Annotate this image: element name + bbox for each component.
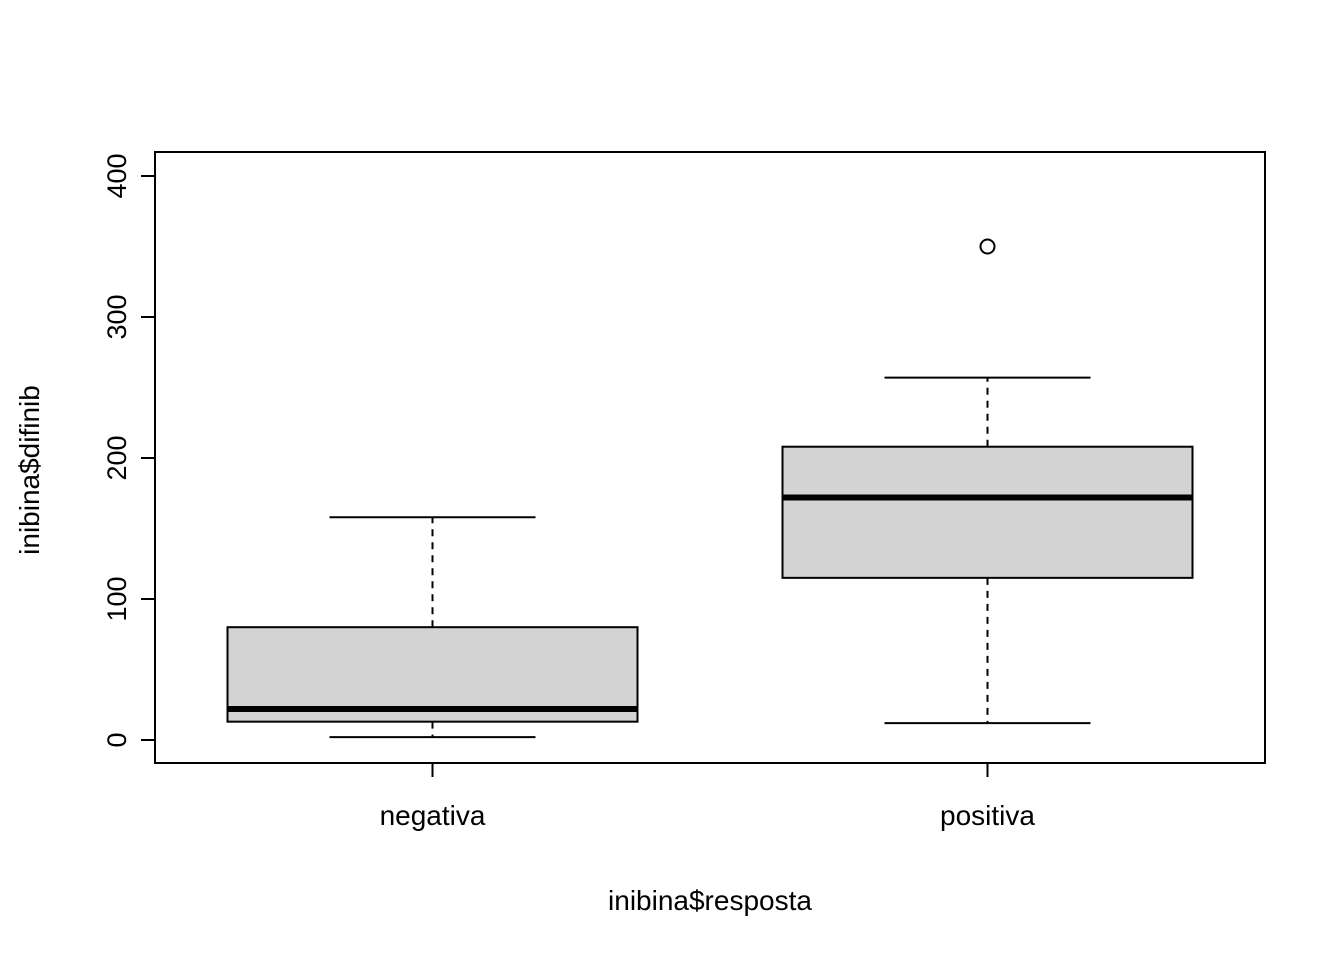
box-negativa [226,626,639,723]
y-axis-tick-label: 300 [102,294,132,339]
box-positiva [781,445,1194,579]
x-category-label-positiva: positiva [940,800,1035,831]
y-axis-label: inibina$difinib [14,385,45,555]
outlier-point-positiva [979,238,996,255]
x-category-label-negativa: negativa [380,800,486,831]
y-axis-tick-label: 400 [102,153,132,198]
y-axis-tick-label: 0 [102,732,132,747]
y-axis-tick-label: 200 [102,435,132,480]
y-axis-tick-label: 100 [102,576,132,621]
x-axis-label: inibina$resposta [608,885,812,916]
